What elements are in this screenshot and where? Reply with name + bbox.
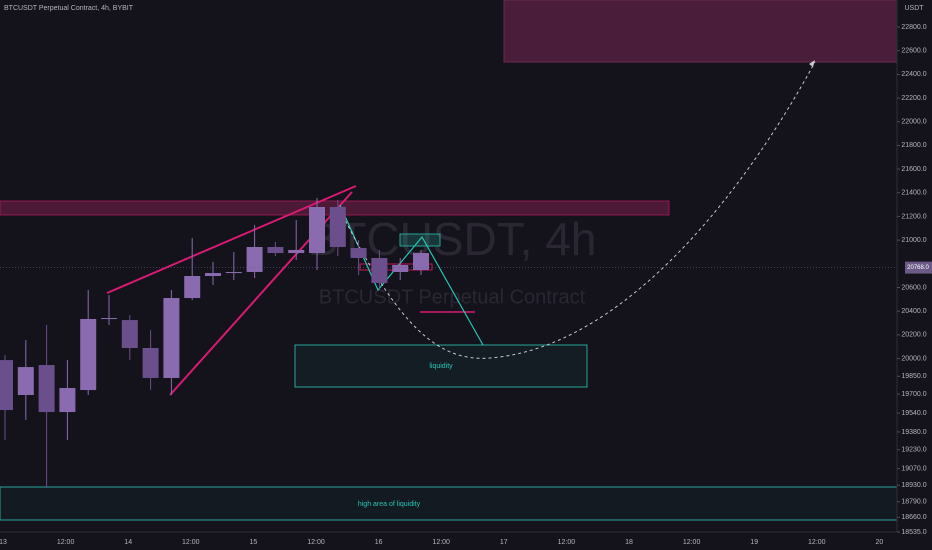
target-zone xyxy=(503,0,898,63)
x-tick-label: 13 xyxy=(0,539,7,546)
y-tick-label: 21600.0 xyxy=(901,166,926,173)
candle-body xyxy=(205,273,221,277)
x-tick-label: 12:00 xyxy=(558,539,576,546)
candle-body xyxy=(184,276,201,299)
x-tick-label: 12:00 xyxy=(683,539,701,546)
candle-body xyxy=(309,206,325,254)
y-tick-label: 19540.0 xyxy=(901,410,926,417)
candle-body xyxy=(288,249,305,254)
projection-curve xyxy=(339,61,816,359)
y-tick-label: 21200.0 xyxy=(901,213,926,220)
y-tick-label: 19700.0 xyxy=(901,391,926,398)
watermark-subtitle: BTCUSDT Perpetual Contract xyxy=(319,286,586,308)
candle-body xyxy=(413,253,429,270)
y-tick-label: 18660.0 xyxy=(901,514,926,521)
candle-body xyxy=(142,347,159,378)
arrow-head xyxy=(809,60,815,67)
y-tick-label: 20600.0 xyxy=(901,284,926,291)
candle-body xyxy=(371,258,388,283)
candle-body xyxy=(0,360,13,411)
candles xyxy=(0,197,429,489)
candle-body xyxy=(350,248,367,259)
current-price-tag xyxy=(905,261,932,274)
y-tick-label: 18790.0 xyxy=(901,499,926,506)
liquidity-zone xyxy=(0,486,904,521)
y-tick-label: 22600.0 xyxy=(901,48,926,55)
y-tick-label: 20400.0 xyxy=(901,308,926,315)
y-tick-label: 21800.0 xyxy=(901,142,926,149)
y-tick-label: 19380.0 xyxy=(901,429,926,436)
chart-title: BTCUSDT Perpetual Contract, 4h, BYBIT xyxy=(4,5,134,12)
x-tick-label: 16 xyxy=(375,539,383,546)
y-tick-label: 22800.0 xyxy=(901,24,926,31)
y-tick-label: 20000.0 xyxy=(901,355,926,362)
x-tick-label: 17 xyxy=(500,539,508,546)
x-tick-label: 12:00 xyxy=(57,539,75,546)
wedge-line xyxy=(106,185,357,294)
y-tick-label: 21000.0 xyxy=(901,237,926,244)
candle-body xyxy=(246,246,263,272)
liquidity-zone-label: high area of liquidity xyxy=(358,501,421,508)
current-price-label: 20768.0 xyxy=(907,265,929,271)
candle-body xyxy=(329,206,346,247)
y-tick-label: 18930.0 xyxy=(901,482,926,489)
x-tick-label: 12:00 xyxy=(808,539,826,546)
candle-body xyxy=(38,365,55,413)
time-axis xyxy=(0,532,932,550)
candle-body xyxy=(80,318,97,391)
candle-body xyxy=(267,246,284,254)
candle-body xyxy=(392,264,409,272)
y-tick-label: 21400.0 xyxy=(901,190,926,197)
x-tick-label: 18 xyxy=(625,539,633,546)
y-tick-label: 19070.0 xyxy=(901,465,926,472)
y-tick-label: 19230.0 xyxy=(901,447,926,454)
liquidity-label: liquidity xyxy=(429,363,453,370)
price-axis xyxy=(897,0,932,550)
candle-body xyxy=(59,388,76,413)
x-tick-label: 14 xyxy=(124,539,132,546)
y-tick-label: 18535.0 xyxy=(901,529,926,536)
y-tick-label: 22400.0 xyxy=(901,71,926,78)
x-tick-label: 19 xyxy=(750,539,758,546)
y-tick-label: 20200.0 xyxy=(901,332,926,339)
y-tick-label: 19850.0 xyxy=(901,373,926,380)
x-tick-label: 12:00 xyxy=(307,539,325,546)
y-tick-label: 22000.0 xyxy=(901,119,926,126)
x-tick-label: 12:00 xyxy=(182,539,200,546)
x-tick-label: 15 xyxy=(250,539,258,546)
candle-body xyxy=(17,367,34,396)
x-tick-label: 20 xyxy=(876,539,884,546)
candle-body xyxy=(121,320,138,348)
y-unit: USDT xyxy=(904,5,924,12)
liquidity-box xyxy=(294,344,588,388)
x-tick-label: 12:00 xyxy=(432,539,450,546)
candle-body xyxy=(163,298,180,378)
candle-body xyxy=(101,318,117,320)
y-tick-label: 22200.0 xyxy=(901,95,926,102)
candle-body xyxy=(225,271,242,274)
